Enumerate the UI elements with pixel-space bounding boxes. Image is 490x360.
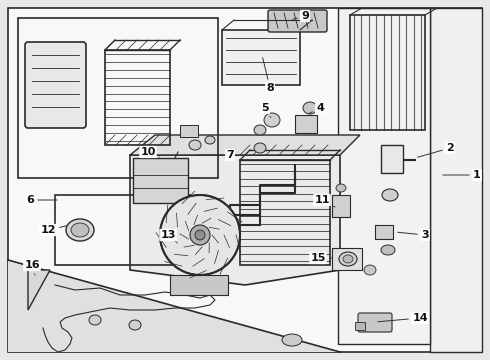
Bar [240,160,330,265]
Text: 3: 3 [398,230,429,240]
Text: 9: 9 [293,11,309,21]
Text: 8: 8 [263,58,274,93]
Bar [355,322,365,330]
Bar [222,30,300,85]
Ellipse shape [381,245,395,255]
Text: 6: 6 [26,195,57,205]
Bar [18,18,218,178]
Text: 2: 2 [417,143,454,157]
Ellipse shape [129,320,141,330]
Text: 16: 16 [24,260,40,275]
Bar [381,145,403,173]
Polygon shape [130,155,340,285]
Ellipse shape [382,189,398,201]
FancyBboxPatch shape [358,313,392,332]
Bar [332,195,350,217]
Text: 11: 11 [314,195,335,207]
Text: 12: 12 [40,225,67,235]
Polygon shape [28,270,50,310]
Bar [295,115,317,133]
Text: 10: 10 [140,147,159,157]
Text: 4: 4 [309,103,324,114]
Ellipse shape [71,223,89,237]
Text: 1: 1 [443,170,481,180]
Ellipse shape [364,265,376,275]
Ellipse shape [205,136,215,144]
Ellipse shape [282,334,302,346]
FancyBboxPatch shape [25,42,86,128]
Bar [375,225,393,239]
Bar [133,158,188,203]
Ellipse shape [336,184,346,192]
Bar [55,195,190,265]
Bar [350,15,425,130]
Bar [170,275,228,295]
Text: 14: 14 [378,313,428,323]
Ellipse shape [66,219,94,241]
Text: 13: 13 [160,230,176,240]
Text: 5: 5 [261,103,270,118]
Circle shape [160,195,240,275]
Polygon shape [338,8,430,344]
Polygon shape [8,260,340,352]
Polygon shape [130,135,360,155]
Bar [332,248,362,270]
Bar [180,125,198,137]
Ellipse shape [343,255,353,263]
FancyBboxPatch shape [268,10,327,32]
Ellipse shape [254,143,266,153]
Ellipse shape [303,102,317,114]
Ellipse shape [264,113,280,127]
Text: 7: 7 [198,150,234,160]
Ellipse shape [339,252,357,266]
Circle shape [195,230,205,240]
Ellipse shape [189,140,201,150]
Text: 15: 15 [310,253,332,263]
Bar [430,8,482,352]
Ellipse shape [89,315,101,325]
Bar [105,50,170,145]
Ellipse shape [254,125,266,135]
Circle shape [190,225,210,245]
